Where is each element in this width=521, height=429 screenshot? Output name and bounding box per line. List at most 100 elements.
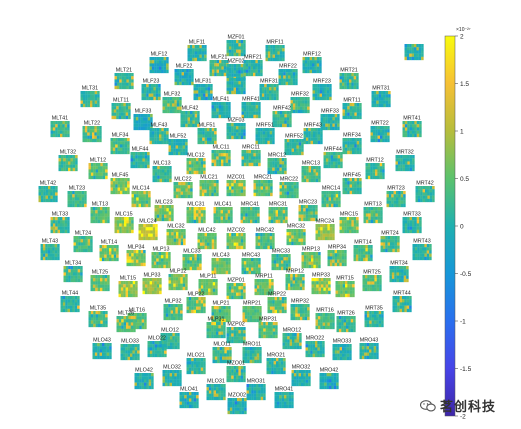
sensor-label: MLT25: [92, 270, 108, 276]
sensor-panel: MRP21: [242, 301, 262, 323]
sensor-panel: MLP33: [142, 273, 162, 295]
sensor-panel: MZP02: [226, 322, 246, 344]
sensor-label: MRP22: [268, 292, 286, 298]
sensor-panel: MRF51: [255, 123, 275, 145]
sensor-label: MRF45: [343, 173, 361, 179]
sensor-panel: MLT42: [38, 181, 58, 203]
sensor-panel: MLC12: [186, 153, 206, 175]
sensor-panel: MLF21: [209, 55, 229, 77]
sensor-label: MRF41: [242, 97, 260, 103]
sensor-panel: MLT24: [73, 231, 93, 253]
sensor-label: MRP34: [328, 245, 346, 251]
sensor-label: MZF02: [227, 59, 244, 65]
sensor-panel: MRC21: [253, 175, 273, 197]
sensor-panel: MZF03: [226, 118, 246, 140]
sensor-label: MLP33: [143, 273, 160, 279]
sensor-panel: MLF31: [193, 79, 213, 101]
sensor-label: MZP01: [227, 278, 244, 284]
sensor-panel: MLC43: [211, 253, 231, 275]
sensor-label: MLT21: [116, 68, 132, 74]
sensor-label: MRT26: [337, 311, 355, 317]
sensor-panel: MRF44: [323, 147, 343, 169]
sensor-label: MLT15: [120, 276, 136, 282]
sensor-panel: MLC21: [199, 175, 219, 197]
colorbar-tick-label: -2: [460, 413, 466, 420]
colorbar-tick-label: 2: [460, 33, 464, 40]
sensor-label: MLC24: [139, 219, 156, 225]
sensor-panel: MRC31: [268, 202, 288, 224]
sensor-panel: MLF45: [110, 173, 130, 195]
sensor-label: MLT24: [75, 231, 91, 237]
sensor-panel: MLT32: [58, 150, 78, 172]
sensor-label: MRC41: [241, 202, 259, 208]
sensor-panel: MRT11: [342, 98, 362, 120]
sensor-panel: MRT41: [402, 116, 422, 138]
colorbar-tick-label: -0.5: [460, 271, 472, 278]
sensor-label: MLC14: [132, 186, 149, 192]
sensor-label: MRO11: [243, 342, 261, 348]
sensor-panel: MLT15: [118, 276, 138, 298]
sensor-label: MRO43: [360, 338, 379, 344]
sensor-panel: MLT43: [40, 239, 60, 261]
sensor-label: MLF12: [151, 52, 168, 58]
wechat-icon: [420, 399, 436, 411]
sensor-label: MLF23: [143, 79, 160, 85]
sensor-panel: MLF41: [211, 97, 231, 119]
sensor-label: MRC33: [272, 249, 290, 255]
sensor-label: MLT22: [84, 121, 100, 127]
sensor-panel: MRF42: [272, 106, 292, 128]
sensor-label: MLT41: [52, 116, 68, 122]
colorbar-ticks: 2 1.5 1 0.5 0 -0.5 -1 -1.5 -2: [455, 33, 472, 420]
sensor-panel: MRF45: [342, 173, 362, 195]
sensor-panel: MRC24: [315, 219, 335, 241]
sensor-label: MLC43: [212, 253, 229, 259]
sensor-label: MRP13: [302, 247, 320, 253]
sensor-panel: MRF41: [241, 97, 261, 119]
sensor-label: MRF51: [256, 123, 274, 129]
sensor-panel: MRP33: [311, 273, 331, 295]
sensor-label: MRT34: [390, 261, 408, 267]
sensor-label: MRO33: [333, 339, 352, 345]
colorbar: ×10⁻²⁷ 2 1.5 1 0.5 0 -0.5 -1 -1.5 -2: [444, 27, 472, 420]
sensor-label: MRP33: [312, 273, 330, 279]
sensor-label: MRF32: [291, 92, 309, 98]
sensor-panel: MLT35: [88, 306, 108, 328]
sensor-label: MRP12: [286, 269, 304, 275]
sensor-panel: MLF11: [187, 40, 207, 62]
sensor-label: MRO31: [247, 379, 266, 385]
sensor-panel: MLP21: [211, 301, 231, 323]
watermark: 茗创科技: [420, 396, 496, 415]
sensor-panel: MRC14: [321, 186, 341, 208]
sensor-label: MRO12: [283, 328, 302, 334]
sensor-panel: MLT26: [116, 311, 136, 333]
sensor-label: MRF31: [260, 79, 278, 85]
sensor-label: MLC33: [183, 249, 200, 255]
sensor-label: MRP31: [259, 317, 277, 323]
sensor-label: MRT35: [365, 306, 383, 312]
sensor-label: MZC01: [227, 175, 245, 181]
sensor-panel: MLT11: [111, 98, 131, 120]
sensor-panel: MLF44: [130, 147, 150, 169]
sensor-panel: MRC43: [241, 253, 261, 275]
sensor-panel: MLC32: [166, 224, 186, 246]
sensor-label: MRP21: [243, 301, 261, 307]
sensor-label: MZO02: [228, 393, 246, 399]
sensor-label: MRC21: [254, 175, 272, 181]
sensor-label: MRC42: [256, 228, 274, 234]
sensor-panel: MLT22: [82, 121, 102, 143]
sensor-panel: MRF52: [284, 134, 304, 156]
sensor-panel: MRF22: [278, 64, 298, 86]
sensor-panel: MLC13: [152, 161, 172, 183]
sensor-label: MRC24: [316, 219, 334, 225]
sensor-label: MRC23: [299, 200, 317, 206]
sensor-label: MLF51: [199, 123, 216, 129]
sensor-panel: MLO21: [186, 353, 206, 375]
sensor-label: MZO01: [227, 361, 245, 367]
sensor-label: MLC11: [213, 145, 230, 151]
sensor-label: MLC13: [153, 161, 170, 167]
sensor-label: MLO41: [180, 387, 198, 393]
sensor-label: MLF34: [112, 133, 129, 139]
sensor-label: MRT24: [381, 231, 399, 237]
sensor-panel: MLT25: [90, 270, 110, 292]
